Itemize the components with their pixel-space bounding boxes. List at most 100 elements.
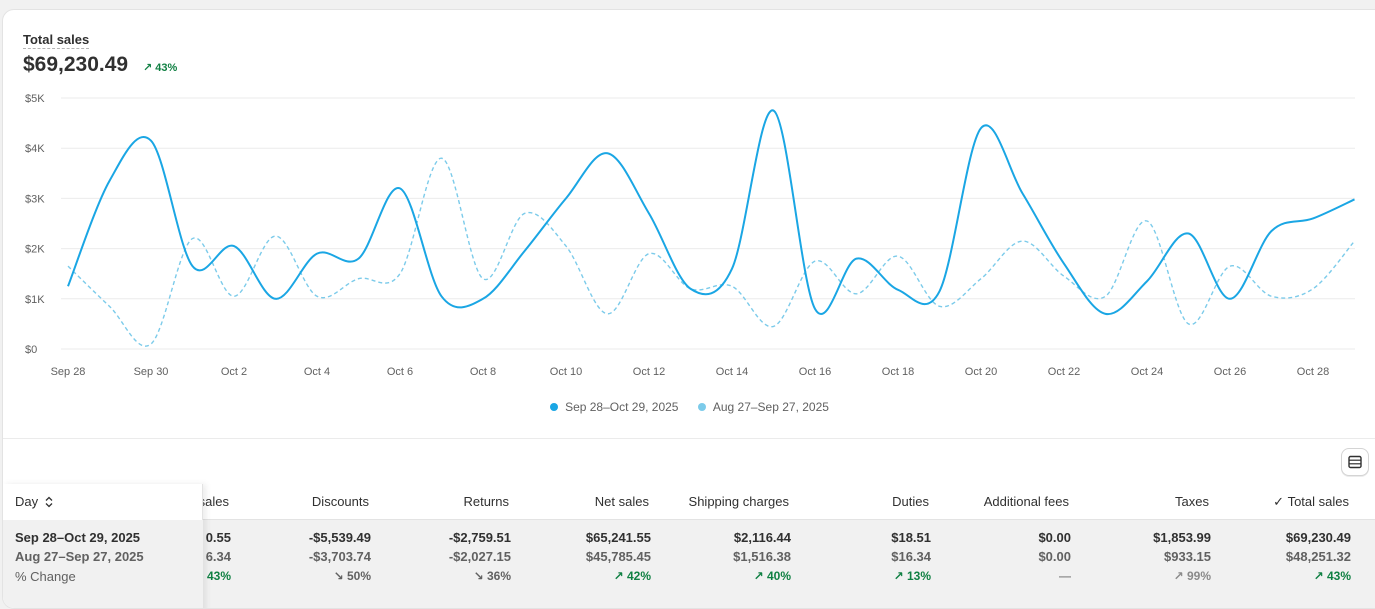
table-cell: $65,241.55 [585,530,651,545]
table-cell: -$2,027.15 [448,549,511,564]
change-value: 50% [346,569,371,583]
section-divider [3,438,1375,439]
day-sort-header[interactable]: Day [15,494,54,509]
column-header-label: Duties [892,494,929,509]
metric-title[interactable]: Total sales [23,32,90,49]
arrow-up-right-icon: ↗ [613,569,627,583]
legend-item-previous[interactable]: Aug 27–Sep 27, 2025 [697,400,829,414]
column-header[interactable]: Additional fees [984,494,1069,509]
arrow-down-right-icon: ↘ [333,569,347,583]
table-cell: $933.15 [1164,549,1211,564]
arrow-up-right-icon: ↗ [893,569,907,583]
column-header[interactable]: ✓ Total sales [1273,494,1349,510]
change-value: 43% [206,569,231,583]
arrow-up-right-icon: ↗ [143,62,153,74]
y-tick-label: $5K [25,93,45,105]
change-value: 13% [906,569,931,583]
column-header[interactable]: Shipping charges [689,494,789,509]
change-value: 42% [626,569,651,583]
column-header-label: Shipping charges [688,494,789,509]
table-header: sales Discounts Returns Net sales Shipping c… [3,484,1375,520]
column-header[interactable]: Net sales [595,494,649,509]
change-cell: ↗ 13% [894,569,931,583]
change-value: 36% [486,569,511,583]
table-view-button[interactable] [1341,448,1369,476]
x-tick-label: Oct 8 [470,366,496,378]
x-tick-label: Oct 22 [1048,366,1080,378]
check-icon: ✓ [1273,494,1288,509]
table-cell: $48,251.32 [1285,549,1351,564]
x-tick-label: Oct 6 [387,366,413,378]
legend-item-current[interactable]: Sep 28–Oct 29, 2025 [550,400,678,414]
change-cell: ↘ 36% [474,569,511,583]
x-tick-label: Sep 30 [134,366,169,378]
table-body: 0.55 -$5,539.49 -$2,759.51 $65,241.55 $2,116… [3,520,1375,608]
change-value: — [1059,569,1071,583]
x-tick-label: Oct 26 [1214,366,1246,378]
column-header[interactable]: Duties [892,494,929,509]
y-tick-label: $2K [25,244,45,256]
table-cell: $0.00 [1038,549,1071,564]
x-tick-label: Oct 14 [716,366,748,378]
column-header-label: Taxes [1175,494,1209,509]
column-header[interactable]: sales [199,494,229,509]
x-tick-label: Oct 24 [1131,366,1163,378]
table-cell: $0.00 [1038,530,1071,545]
table-cell: -$3,703.74 [308,549,371,564]
change-value: 40% [766,569,791,583]
change-value: 99% [1186,569,1211,583]
row-label-change: % Change [15,569,76,584]
arrow-up-right-icon: ↗ [753,569,767,583]
series-line-current [67,109,1355,315]
x-tick-label: Oct 20 [965,366,997,378]
column-header[interactable]: Taxes [1175,494,1209,509]
table-cell: $16.34 [891,549,931,564]
sort-icon [45,496,53,507]
day-column: Day Sep 28–Oct 29, 2025 Aug 27–Sep 27, 2… [3,484,203,608]
legend-dot-current [550,403,559,411]
table-cell: 6.34 [205,549,231,564]
column-header[interactable]: Discounts [312,494,369,509]
column-header-label: Total sales [1287,494,1349,509]
change-cell: ↗ 43% [1314,569,1351,583]
metric-change-badge: ↗ 43% [143,61,177,74]
column-header-label: sales [198,494,229,509]
x-tick-label: Sep 28 [51,366,86,378]
x-tick-label: Oct 28 [1297,366,1329,378]
row-label-previous: Aug 27–Sep 27, 2025 [15,549,144,564]
column-header[interactable]: Returns [463,494,509,509]
metric-value: $69,230.49 [23,53,129,76]
x-tick-label: Oct 10 [550,366,582,378]
table-cell: $1,516.38 [733,549,791,564]
y-tick-label: $0 [25,344,37,356]
change-cell: ↗ 99% [1174,569,1211,583]
arrow-down-right-icon: ↘ [473,569,487,583]
y-tick-label: $1K [25,294,45,306]
table-cell: $69,230.49 [1285,530,1351,545]
table-cell: $1,853.99 [1153,530,1211,545]
table-cell: -$2,759.51 [448,530,511,545]
table-cell: $45,785.45 [585,549,651,564]
change-value: 43% [1326,569,1351,583]
arrow-up-right-icon: ↗ [1313,569,1327,583]
column-header-label: Returns [463,494,509,509]
day-column-body: Sep 28–Oct 29, 2025 Aug 27–Sep 27, 2025 … [3,520,203,608]
table-icon [1348,455,1362,469]
sales-line-chart: $0 $1K $2K $3K $4K $5K Sep 28 Sep 30 Oct 2 Oct 4 O… [25,93,1356,378]
x-tick-label: Oct 18 [882,366,914,378]
x-tick-label: Oct 12 [633,366,665,378]
change-cell: — [1059,569,1071,583]
legend-label-previous: Aug 27–Sep 27, 2025 [712,400,829,414]
table-cell: $2,116.44 [733,530,791,545]
day-header-label: Day [15,494,39,509]
x-tick-label: Oct 4 [304,366,330,378]
change-cell: ↗ 40% [754,569,791,583]
column-header-label: Discounts [311,494,369,509]
legend-dot-previous [697,403,706,411]
y-tick-label: $4K [25,143,45,155]
x-tick-label: Oct 2 [221,366,247,378]
chart-legend: Sep 28–Oct 29, 2025 Aug 27–Sep 27, 2025 [3,400,1375,414]
table-cell: -$5,539.49 [308,530,371,545]
x-tick-label: Oct 16 [799,366,831,378]
table-cell: 0.55 [205,530,231,545]
